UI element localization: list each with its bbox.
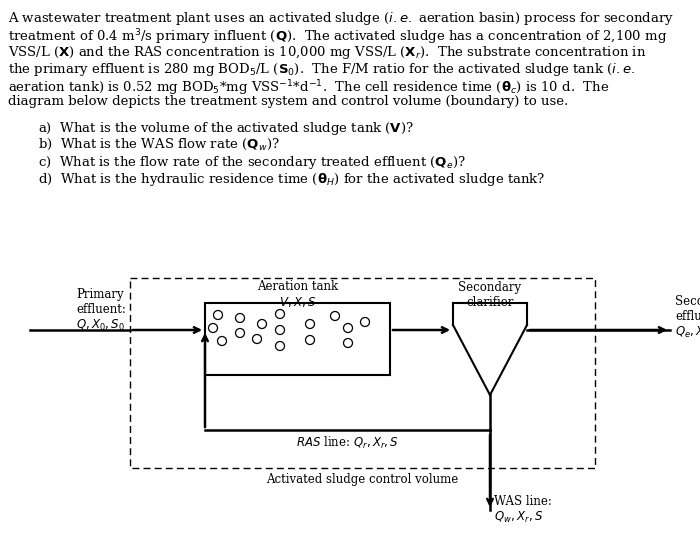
Text: d)  What is the hydraulic residence time ($\mathbf{\theta}_H$) for the activated: d) What is the hydraulic residence time … [38,171,545,188]
Text: VSS/L ($\mathbf{X}$) and the RAS concentration is 10,000 mg VSS/L ($\mathbf{X}_r: VSS/L ($\mathbf{X}$) and the RAS concent… [8,44,646,61]
Text: aeration tank) is 0.52 mg BOD$_5$*mg VSS$^{-1}$*d$^{-1}$.  The cell residence ti: aeration tank) is 0.52 mg BOD$_5$*mg VSS… [8,78,609,97]
Text: A wastewater treatment plant uses an activated sludge ($\mathit{i.e.}$ aeration : A wastewater treatment plant uses an act… [8,10,674,27]
Bar [130,278,595,468]
Text: the primary effluent is 280 mg BOD$_5$/L ($\mathbf{S}_0$).  The F/M ratio for th: the primary effluent is 280 mg BOD$_5$/L… [8,61,635,78]
Text: a)  What is the volume of the activated sludge tank ($\mathbf{V}$)?: a) What is the volume of the activated s… [38,120,414,137]
Text: c)  What is the flow rate of the secondary treated effluent ($\mathbf{Q}_e$)?: c) What is the flow rate of the secondar… [38,154,466,171]
Text: Aeration tank
$V, X, S$: Aeration tank $V, X, S$ [257,280,338,309]
Text: diagram below depicts the treatment system and control volume (boundary) to use.: diagram below depicts the treatment syst… [8,95,568,108]
Bar [205,303,390,375]
Text: $RAS$ line: $Q_r, X_r, S$: $RAS$ line: $Q_r, X_r, S$ [296,435,399,451]
Text: WAS line:
$Q_w, X_r, S$: WAS line: $Q_w, X_r, S$ [494,495,552,525]
Text: Primary
effluent:
$Q, X_0, S_0$: Primary effluent: $Q, X_0, S_0$ [76,288,126,333]
Text: b)  What is the WAS flow rate ($\mathbf{Q}_w$)?: b) What is the WAS flow rate ($\mathbf{Q… [38,137,280,152]
Text: Secondary
effluent:
$Q_e, X_e, S$: Secondary effluent: $Q_e, X_e, S$ [675,295,700,340]
Text: treatment of 0.4 m$^3$/s primary influent ($\mathbf{Q}$).  The activated sludge : treatment of 0.4 m$^3$/s primary influen… [8,27,667,47]
Text: Secondary
clarifier: Secondary clarifier [458,281,522,309]
Text: Activated sludge control volume: Activated sludge control volume [267,473,458,486]
